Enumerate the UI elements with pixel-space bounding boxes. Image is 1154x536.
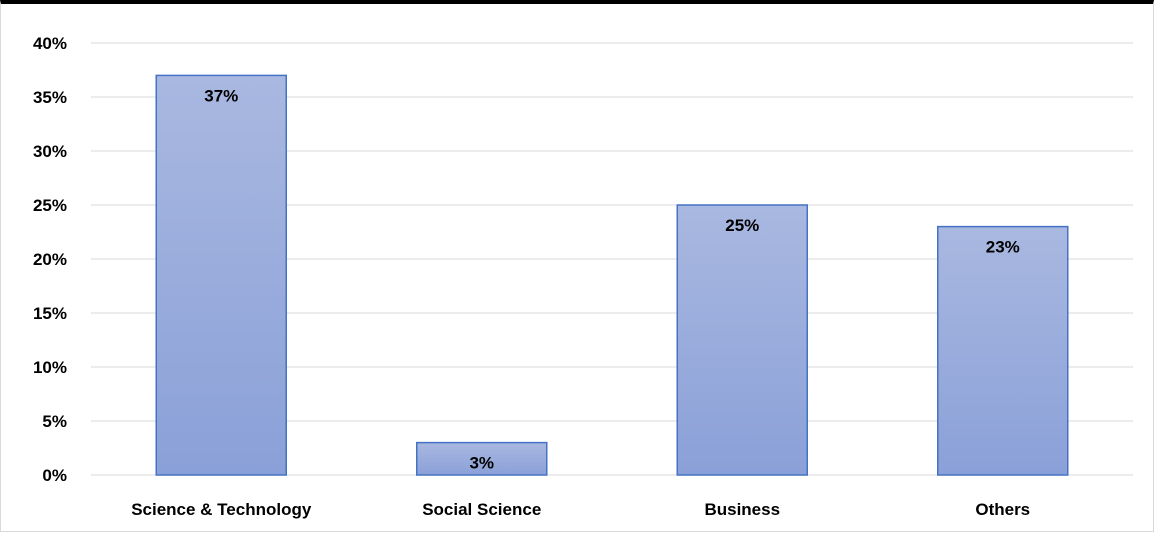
x-category-label: Others (975, 500, 1030, 519)
y-axis-tick-labels: 0% 5% 10% 15% 20% 25% 30% 35% 40% (33, 34, 67, 485)
data-label: 3% (469, 454, 494, 473)
y-tick-label: 40% (33, 34, 67, 53)
x-category-label: Business (704, 500, 780, 519)
bar (676, 204, 808, 476)
x-category-label: Social Science (422, 500, 541, 519)
y-tick-label: 35% (33, 88, 67, 107)
data-labels: 37% 3% 25% 23% (204, 86, 1020, 472)
y-tick-label: 5% (42, 412, 67, 431)
bar (416, 441, 548, 476)
data-label: 23% (986, 238, 1020, 257)
y-tick-label: 10% (33, 358, 67, 377)
data-label: 25% (725, 216, 759, 235)
x-category-label: Science & Technology (131, 500, 312, 519)
bar (155, 74, 287, 476)
bars (155, 74, 1069, 476)
y-tick-label: 20% (33, 250, 67, 269)
y-tick-label: 15% (33, 304, 67, 323)
bar (937, 225, 1069, 476)
x-axis-category-labels: Science & Technology Social Science Busine… (131, 500, 1030, 519)
y-tick-label: 30% (33, 142, 67, 161)
data-label: 37% (204, 86, 238, 105)
bar-chart: 0% 5% 10% 15% 20% 25% 30% 35% 40% 37% 3% 25% 23% Sc… (33, 34, 1133, 519)
y-tick-label: 0% (42, 466, 67, 485)
y-tick-label: 25% (33, 196, 67, 215)
